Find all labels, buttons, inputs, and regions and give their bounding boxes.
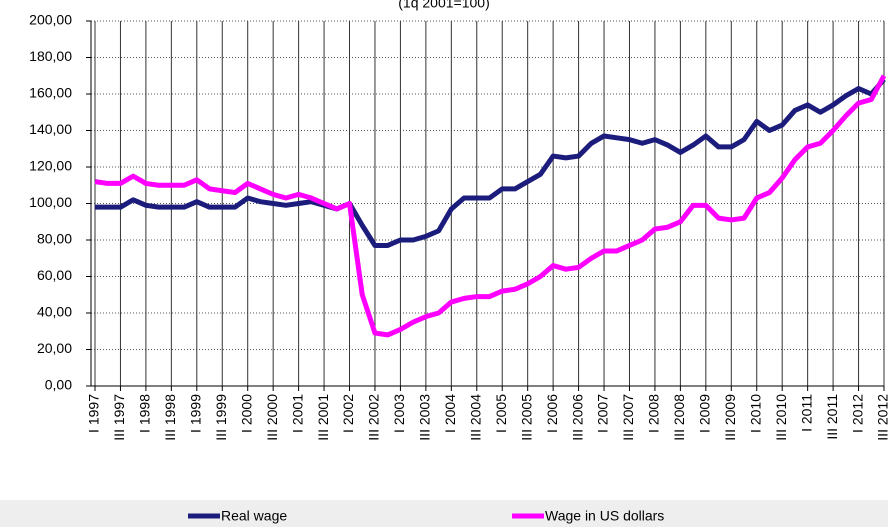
x-tick-label: I 2006 [544, 394, 560, 433]
x-tick-label: III 2011 [824, 394, 840, 440]
x-tick-label: I 2003 [391, 394, 407, 433]
x-tick-label: III 2000 [264, 394, 280, 441]
x-tick-label: III 2004 [467, 394, 483, 441]
x-tick-label: III 2005 [518, 394, 534, 441]
x-tick-label: I 2009 [697, 394, 713, 433]
x-tick-label: III 2008 [671, 394, 687, 441]
legend-background [0, 500, 888, 527]
x-tick-label: III 2012 [875, 394, 888, 441]
x-tick-label: I 1999 [188, 394, 204, 433]
y-tick-label: 0,00 [45, 377, 72, 393]
y-tick-label: 180,00 [29, 48, 72, 64]
legend-label: Real wage [221, 508, 287, 524]
x-tick-label: I 2004 [442, 394, 458, 433]
y-tick-label: 60,00 [37, 267, 72, 283]
x-tick-label: I 1997 [86, 394, 102, 433]
x-tick-label: III 2001 [315, 394, 331, 441]
x-tick-label: III 2003 [417, 394, 433, 441]
y-tick-label: 100,00 [29, 194, 72, 210]
x-tick-label: III 2006 [569, 394, 585, 441]
y-tick-label: 80,00 [37, 231, 72, 247]
x-tick-label: I 2001 [289, 394, 305, 433]
x-tick-label: III 1999 [213, 394, 229, 441]
y-tick-label: 40,00 [37, 304, 72, 320]
y-tick-label: 200,00 [29, 12, 72, 28]
x-tick-label: I 1998 [137, 394, 153, 433]
y-tick-label: 140,00 [29, 121, 72, 137]
line-series [94, 74, 887, 338]
x-tick-label: I 2010 [747, 394, 763, 433]
x-tick-label: I 2005 [493, 394, 509, 433]
x-tick-label: I 2012 [849, 394, 865, 433]
x-tick-label: III 2009 [722, 394, 738, 441]
x-tick-label: I 2002 [340, 394, 356, 433]
x-tick-label: III 2010 [773, 394, 789, 441]
x-tick-label: I 2008 [646, 394, 662, 433]
y-tick-label: 120,00 [29, 158, 72, 174]
x-tick-label: III 1998 [162, 394, 178, 441]
x-tick-label: III 2007 [620, 394, 636, 441]
x-tick-label: III 1997 [111, 394, 127, 441]
x-tick-label: I 2007 [595, 394, 611, 433]
legend-label: Wage in US dollars [545, 508, 664, 524]
x-tick-label: I 2011 [798, 394, 814, 432]
y-tick-label: 160,00 [29, 85, 72, 101]
y-tick-label: 20,00 [37, 340, 72, 356]
chart-subtitle: (1q 2001=100) [398, 0, 489, 11]
x-tick-label: III 2002 [366, 394, 382, 441]
line-series [95, 77, 886, 248]
x-tick-label: I 2000 [238, 394, 254, 433]
